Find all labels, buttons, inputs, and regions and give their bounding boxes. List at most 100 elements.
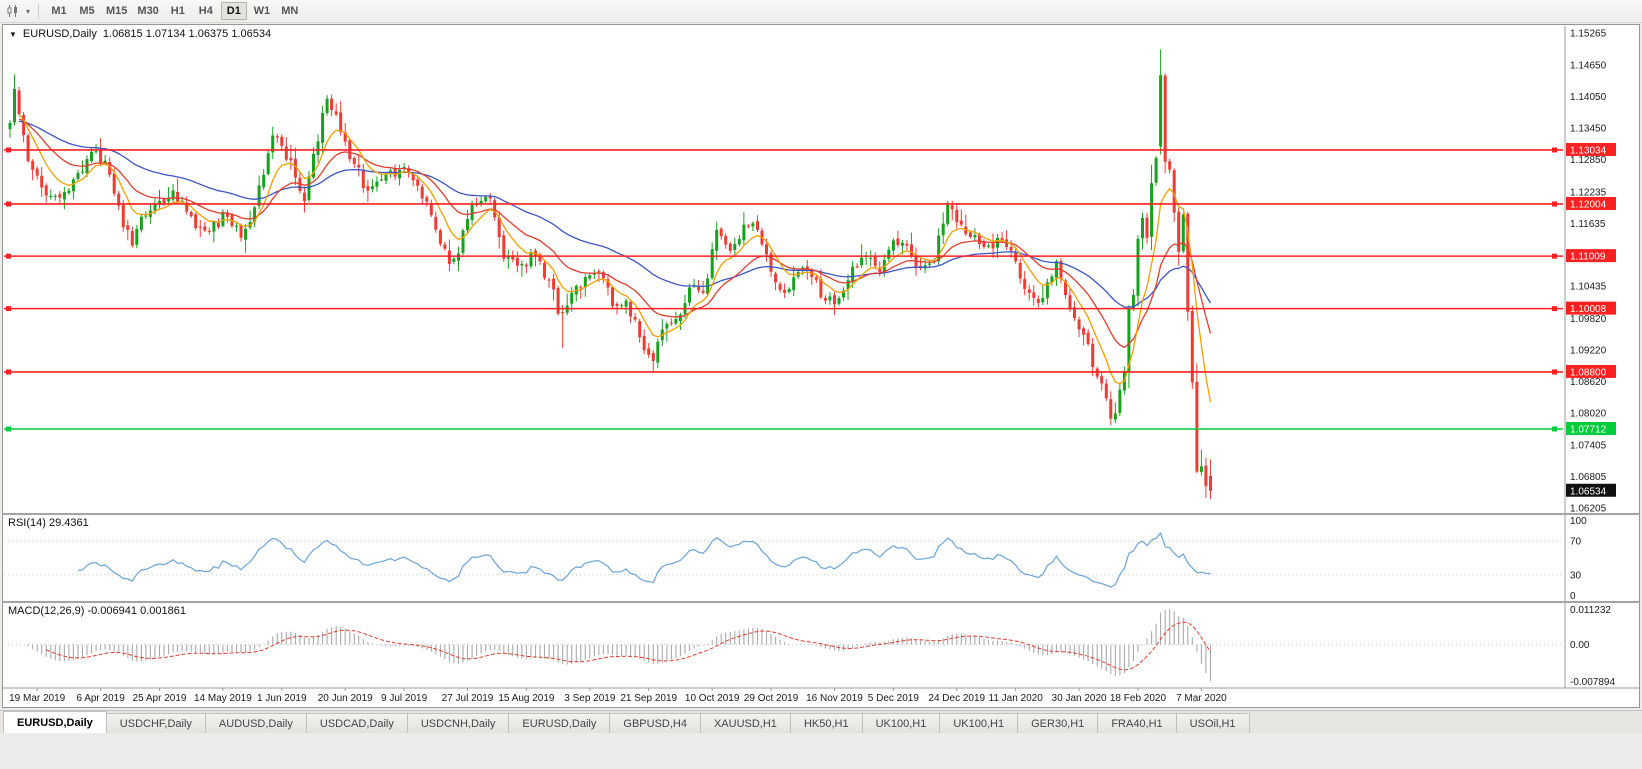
horizontal-level-1.07712[interactable]: 1.07712 — [4, 421, 1616, 436]
chart-window[interactable]: 1.15265 1.14650 1.14050 1.13450 1.12850 1.122… — [2, 24, 1640, 708]
timeframe-button-m15[interactable]: M15 — [106, 5, 128, 17]
chart-tabs-bar: EURUSD,Daily USDCHF,Daily AUDUSD,Daily USDC… — [0, 710, 1642, 733]
chart-tab-2-audusddaily[interactable]: AUDUSD,Daily — [204, 713, 307, 733]
svg-text:7 Mar 2020: 7 Mar 2020 — [1176, 693, 1227, 704]
svg-text:5 Dec 2019: 5 Dec 2019 — [868, 693, 920, 704]
svg-text:1.06205: 1.06205 — [1570, 504, 1607, 515]
horizontal-level-1.12004[interactable]: 1.12004 — [4, 196, 1616, 211]
horizontal-level-1.13034[interactable]: 1.13034 — [4, 142, 1616, 157]
macd-pane: 0.011232 0.00 -0.007894 — [4, 605, 1615, 688]
chart-tab-8-hk50h1[interactable]: HK50,H1 — [789, 713, 863, 733]
horizontal-level-1.08800[interactable]: 1.08800 — [4, 364, 1616, 379]
ma-slow-line — [19, 120, 1212, 308]
chart-type-dropdown-caret-icon[interactable]: ▾ — [25, 6, 30, 16]
svg-text:9 Jul 2019: 9 Jul 2019 — [381, 693, 428, 704]
svg-text:3 Sep 2019: 3 Sep 2019 — [564, 693, 616, 704]
candles — [8, 49, 1212, 500]
svg-text:16 Nov 2019: 16 Nov 2019 — [806, 693, 863, 704]
svg-text:0.00: 0.00 — [1570, 640, 1590, 651]
chart-tab-9-uk100h1[interactable]: UK100,H1 — [861, 713, 941, 733]
horizontal-level-1.11009[interactable]: 1.11009 — [4, 249, 1616, 263]
svg-text:10 Oct 2019: 10 Oct 2019 — [685, 693, 740, 704]
chart-tab-6-gbpusdh4[interactable]: GBPUSD,H4 — [609, 713, 701, 733]
rsi-pane: 100 70 30 0 — [4, 516, 1587, 602]
price-tag-1.12004 — [1566, 196, 1616, 210]
svg-text:30 Jan 2020: 30 Jan 2020 — [1052, 693, 1107, 704]
svg-text:1.12850: 1.12850 — [1570, 155, 1607, 166]
timeframe-button-m1[interactable]: M1 — [51, 5, 67, 17]
chart-tab-4-usdcnhdaily[interactable]: USDCNH,Daily — [406, 713, 510, 733]
svg-text:6 Apr 2019: 6 Apr 2019 — [76, 693, 125, 704]
svg-text:15 Aug 2019: 15 Aug 2019 — [498, 693, 555, 704]
chart-tab-10-uk100h1[interactable]: UK100,H1 — [939, 713, 1019, 733]
svg-text:1 Jun 2019: 1 Jun 2019 — [257, 693, 307, 704]
svg-text:11 Jan 2020: 11 Jan 2020 — [989, 693, 1044, 704]
date-axis[interactable]: 19 Mar 2019 6 Apr 2019 25 Apr 2019 14 May 2… — [9, 688, 1227, 704]
timeframe-button-mn[interactable]: MN — [281, 5, 299, 17]
svg-text:14 May 2019: 14 May 2019 — [194, 693, 252, 704]
svg-text:18 Feb 2020: 18 Feb 2020 — [1110, 693, 1167, 704]
svg-text:19 Mar 2019: 19 Mar 2019 — [9, 693, 66, 704]
price-tag-1.11009 — [1566, 249, 1616, 263]
timeframe-button-m5[interactable]: M5 — [79, 5, 95, 17]
svg-text:1.06805: 1.06805 — [1570, 472, 1607, 483]
rsi-line — [77, 531, 1211, 588]
svg-text:29 Oct 2019: 29 Oct 2019 — [744, 693, 799, 704]
price-tag-1.13034 — [1566, 142, 1616, 156]
svg-text:1.09220: 1.09220 — [1570, 345, 1607, 356]
svg-text:30: 30 — [1570, 570, 1582, 581]
horizontal-level-1.10008[interactable]: 1.10008 — [4, 301, 1616, 316]
timeframe-button-m30[interactable]: M30 — [137, 5, 159, 17]
svg-text:1.11009: 1.11009 — [1570, 252, 1606, 263]
chart-canvas[interactable]: 1.15265 1.14650 1.14050 1.13450 1.12850 1.122… — [3, 25, 1639, 707]
timeframe-button-d1[interactable]: D1 — [220, 2, 247, 20]
svg-text:1.10435: 1.10435 — [1570, 282, 1607, 293]
timeframe-button-w1[interactable]: W1 — [253, 5, 271, 17]
svg-text:1.08620: 1.08620 — [1570, 377, 1607, 388]
svg-text:1.15265: 1.15265 — [1570, 29, 1607, 40]
chart-tab-3-usdcaddaily[interactable]: USDCAD,Daily — [305, 713, 408, 733]
toolbar-separator — [38, 3, 39, 19]
price-axis[interactable]: 1.15265 1.14650 1.14050 1.13450 1.12850 1.122… — [1564, 26, 1607, 688]
svg-text:25 Apr 2019: 25 Apr 2019 — [133, 693, 187, 704]
chart-tab-7-xauusdh1[interactable]: XAUUSD,H1 — [699, 713, 791, 733]
price-tag-1.10008 — [1566, 301, 1616, 315]
svg-text:1.12004: 1.12004 — [1570, 199, 1607, 210]
svg-text:100: 100 — [1570, 516, 1587, 527]
svg-text:21 Sep 2019: 21 Sep 2019 — [620, 693, 677, 704]
svg-text:1.08800: 1.08800 — [1570, 367, 1607, 378]
svg-text:-0.007894: -0.007894 — [1570, 677, 1615, 688]
price-tag-1.07712 — [1566, 421, 1616, 435]
chart-tab-13-usoilh1[interactable]: USOil,H1 — [1175, 713, 1250, 733]
macd-signal-line — [46, 621, 1211, 671]
svg-text:1.08020: 1.08020 — [1570, 408, 1607, 419]
ma-fast-line — [18, 114, 1212, 403]
svg-text:0.011232: 0.011232 — [1570, 605, 1611, 616]
svg-text:1.09820: 1.09820 — [1570, 314, 1607, 325]
svg-text:1.06534: 1.06534 — [1570, 486, 1607, 497]
price-tag-1.08800 — [1566, 364, 1616, 378]
svg-text:24 Dec 2019: 24 Dec 2019 — [928, 693, 985, 704]
svg-text:0: 0 — [1570, 591, 1576, 602]
svg-text:70: 70 — [1570, 537, 1582, 548]
ma-mid-line — [18, 118, 1212, 349]
chart-type-icon[interactable] — [4, 2, 22, 20]
chart-tab-1-usdchfdaily[interactable]: USDCHF,Daily — [105, 713, 206, 733]
timeframe-button-h1[interactable]: H1 — [170, 5, 185, 17]
chart-tab-0-eurusddaily[interactable]: EURUSD,Daily — [3, 711, 107, 733]
timeframe-buttons: M1 M5 M15 M30 H1 H4 D1 W1 MN — [46, 2, 303, 20]
timeframe-button-h4[interactable]: H4 — [198, 5, 213, 17]
svg-text:1.13034: 1.13034 — [1570, 145, 1607, 156]
svg-text:1.13450: 1.13450 — [1570, 124, 1607, 135]
current-price-tag: 1.06534 — [1566, 483, 1616, 497]
svg-text:1.11635: 1.11635 — [1570, 219, 1606, 230]
svg-text:1.12235: 1.12235 — [1570, 187, 1607, 198]
chart-tab-12-fra40h1[interactable]: FRA40,H1 — [1097, 713, 1177, 733]
svg-text:27 Jul 2019: 27 Jul 2019 — [442, 693, 494, 704]
svg-text:1.07405: 1.07405 — [1570, 441, 1607, 452]
chart-tab-11-ger30h1[interactable]: GER30,H1 — [1017, 713, 1099, 733]
svg-text:1.14050: 1.14050 — [1570, 92, 1607, 103]
chart-tab-5-eurusddaily[interactable]: EURUSD,Daily — [508, 713, 611, 733]
timeframe-toolbar: ▾ M1 M5 M15 M30 H1 H4 D1 W1 MN — [0, 0, 1642, 23]
